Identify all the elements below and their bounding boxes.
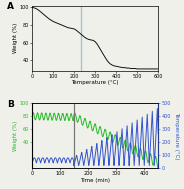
Y-axis label: Temperature (°C): Temperature (°C) bbox=[174, 112, 179, 160]
Y-axis label: Weight (%): Weight (%) bbox=[13, 23, 18, 53]
Text: B: B bbox=[7, 100, 14, 109]
Y-axis label: Weight (%): Weight (%) bbox=[13, 121, 18, 151]
Text: A: A bbox=[7, 2, 14, 11]
X-axis label: Time (min): Time (min) bbox=[80, 178, 110, 183]
X-axis label: Temperature (°C): Temperature (°C) bbox=[71, 80, 119, 85]
